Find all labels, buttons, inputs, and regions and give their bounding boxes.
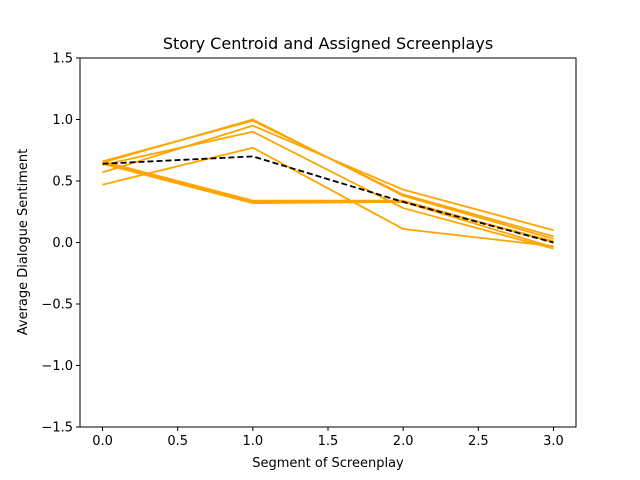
screenplay-line-8 (102, 162, 554, 249)
x-tick-label: 2.5 (468, 434, 489, 449)
x-tick-label: 3.0 (543, 434, 564, 449)
centroid-line (102, 155, 554, 244)
x-axis-label: Segment of Screenplay (252, 456, 404, 471)
y-tick-label: −0.5 (41, 298, 73, 313)
y-tick-label: 1.5 (52, 52, 73, 67)
x-tick-label: 1.0 (243, 434, 264, 449)
plot-lines (102, 118, 554, 250)
y-axis-label: Average Dialogue Sentiment (16, 149, 31, 336)
y-tick-label: −1.5 (41, 421, 73, 436)
screenplay-line-3 (102, 124, 554, 232)
plot-frame (79, 57, 577, 428)
chart-title: Story Centroid and Assigned Screenplays (163, 34, 493, 53)
x-tick-label: 0.0 (92, 434, 113, 449)
screenplay-line-4 (102, 130, 554, 250)
x-tick-label: 0.5 (167, 434, 188, 449)
y-tick-label: 1.0 (52, 113, 73, 128)
y-tick-label: 0.0 (52, 236, 73, 251)
x-tick-label: 2.0 (393, 434, 414, 449)
y-axis-ticks: −1.5 −1.0 −0.5 0.0 0.5 1.0 1.5 (41, 52, 80, 436)
y-tick-label: −1.0 (41, 359, 73, 374)
x-tick-label: 1.5 (318, 434, 339, 449)
x-axis-ticks: 0.0 0.5 1.0 1.5 2.0 2.5 3.0 (92, 427, 564, 449)
screenplay-line-5 (102, 146, 554, 248)
y-tick-label: 0.5 (52, 175, 73, 190)
